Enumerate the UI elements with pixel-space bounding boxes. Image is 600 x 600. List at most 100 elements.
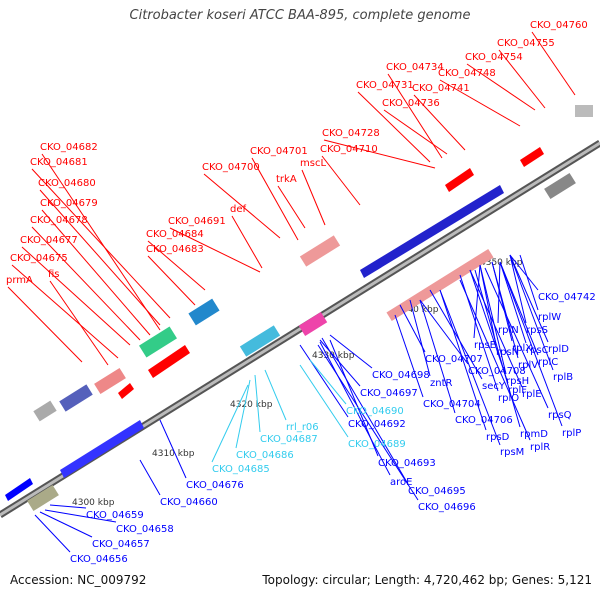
gene-label[interactable]: rplW: [538, 312, 561, 323]
gene-label[interactable]: CKO_04696: [418, 502, 476, 513]
gene-label[interactable]: CKO_04690: [346, 406, 404, 417]
label-leader-line: [159, 419, 187, 479]
gene-label[interactable]: CKO_04693: [378, 458, 436, 469]
gene-label[interactable]: CKO_04686: [236, 450, 294, 461]
label-leader-line: [11, 264, 119, 359]
gene-label[interactable]: rpsH: [506, 376, 529, 387]
gene-label[interactable]: CKO_04692: [348, 419, 406, 430]
label-leader-line: [509, 254, 539, 291]
gene-label[interactable]: CKO_04695: [408, 486, 466, 497]
gene-label[interactable]: rpsE: [474, 340, 496, 351]
label-leader-line: [439, 79, 521, 127]
gene-label[interactable]: CKO_04755: [497, 38, 555, 49]
label-leader-line: [383, 109, 448, 155]
label-leader-line: [321, 337, 409, 485]
gene-label[interactable]: rplD: [548, 344, 569, 355]
gene-label[interactable]: prmA: [6, 275, 33, 286]
gene-label[interactable]: trkA: [276, 174, 297, 185]
label-leader-line: [49, 504, 87, 509]
label-leader-line: [277, 185, 306, 229]
label-leader-line: [491, 261, 519, 359]
label-leader-line: [44, 509, 117, 523]
gene-label[interactable]: rpmD: [520, 429, 548, 440]
gene-label[interactable]: rplC: [538, 357, 558, 368]
gene-label[interactable]: rpsS: [526, 325, 548, 336]
label-leader-line: [31, 226, 141, 341]
gene-label[interactable]: CKO_04742: [538, 292, 596, 303]
gene-label[interactable]: rpsD: [486, 432, 510, 443]
gene-label[interactable]: CKO_04736: [382, 98, 440, 109]
label-leader-line: [499, 261, 527, 344]
label-leader-line: [429, 289, 483, 380]
label-leader-line: [231, 215, 263, 269]
gene-label[interactable]: rpsN: [496, 347, 519, 358]
gene-label[interactable]: CKO_04697: [360, 388, 418, 399]
gene-label[interactable]: CKO_04684: [146, 229, 204, 240]
gene-label[interactable]: CKO_04748: [438, 68, 496, 79]
label-leader-line: [394, 314, 424, 398]
gene-label[interactable]: CKO_04683: [146, 244, 204, 255]
gene-label[interactable]: CKO_04660: [160, 497, 218, 508]
label-leader-line: [519, 254, 539, 311]
gene-label[interactable]: CKO_04700: [202, 162, 260, 173]
gene-label[interactable]: CKO_04676: [186, 480, 244, 491]
gene-label[interactable]: rplV: [518, 360, 538, 371]
gene-label[interactable]: CKO_04706: [455, 415, 513, 426]
gene-label[interactable]: zntR: [430, 378, 453, 389]
gene-label[interactable]: rplP: [562, 428, 581, 439]
gene-label[interactable]: rpsC: [526, 345, 549, 356]
gene-label[interactable]: rpsM: [500, 447, 524, 458]
gene-label[interactable]: rrl_r06: [286, 422, 319, 433]
label-leader-line: [49, 280, 109, 366]
gene-label[interactable]: CKO_04708: [468, 366, 526, 377]
gene-label[interactable]: CKO_04728: [322, 128, 380, 139]
gene-label[interactable]: CKO_04734: [386, 62, 444, 73]
gene-label[interactable]: CKO_04754: [465, 52, 523, 63]
gene-label[interactable]: CKO_04691: [168, 216, 226, 227]
map-title: Citrobacter koseri ATCC BAA-895, complet…: [129, 8, 471, 23]
label-leader-line: [469, 269, 523, 388]
gene-label[interactable]: rplO: [498, 393, 519, 404]
gene-label[interactable]: CKO_04707: [425, 354, 483, 365]
gene-label[interactable]: rpsQ: [548, 410, 572, 421]
gene-label[interactable]: CKO_04760: [530, 20, 588, 31]
gene-label[interactable]: secY: [482, 381, 506, 392]
gene-label[interactable]: rplR: [530, 442, 550, 453]
gene-label[interactable]: rplN: [498, 325, 519, 336]
gene-label[interactable]: def: [230, 204, 247, 215]
label-leader-line: [466, 63, 536, 111]
gene-label[interactable]: mscL: [300, 158, 326, 169]
label-leader-line: [439, 289, 487, 431]
gene-label[interactable]: CKO_04698: [372, 370, 430, 381]
gene-label[interactable]: CKO_04685: [212, 464, 270, 475]
gene-label[interactable]: rplE: [522, 389, 542, 400]
label-leader-line: [41, 209, 151, 336]
gene-label[interactable]: aroE: [390, 477, 412, 488]
gene-label[interactable]: CKO_04659: [86, 510, 144, 521]
gene-label[interactable]: CKO_04657: [92, 539, 150, 550]
gene-label[interactable]: CKO_04656: [70, 554, 128, 565]
gene-label[interactable]: CKO_04701: [250, 146, 308, 157]
gene-label[interactable]: CKO_04710: [320, 144, 378, 155]
gene-label[interactable]: CKO_04682: [40, 142, 98, 153]
gene-label[interactable]: CKO_04741: [412, 83, 470, 94]
gene-label[interactable]: CKO_04658: [116, 524, 174, 535]
gene-label[interactable]: CKO_04680: [38, 178, 96, 189]
gene-label[interactable]: CKO_04704: [423, 399, 481, 410]
gene-label[interactable]: CKO_04677: [20, 235, 78, 246]
gene-label[interactable]: CKO_04678: [30, 215, 88, 226]
gene-label[interactable]: fis: [48, 269, 60, 280]
label-leader-line: [254, 374, 261, 433]
gene-label[interactable]: CKO_04689: [348, 439, 406, 450]
gene-label[interactable]: rplB: [553, 372, 573, 383]
gene-label[interactable]: CKO_04731: [356, 80, 414, 91]
gene-label[interactable]: rplF: [508, 385, 527, 396]
gene-label[interactable]: CKO_04681: [30, 157, 88, 168]
label-leader-line: [39, 511, 93, 538]
gene-label[interactable]: rplX: [512, 343, 532, 354]
gene-label[interactable]: CKO_04675: [10, 253, 68, 264]
gene-label[interactable]: CKO_04679: [40, 198, 98, 209]
gene-label[interactable]: CKO_04687: [260, 434, 318, 445]
